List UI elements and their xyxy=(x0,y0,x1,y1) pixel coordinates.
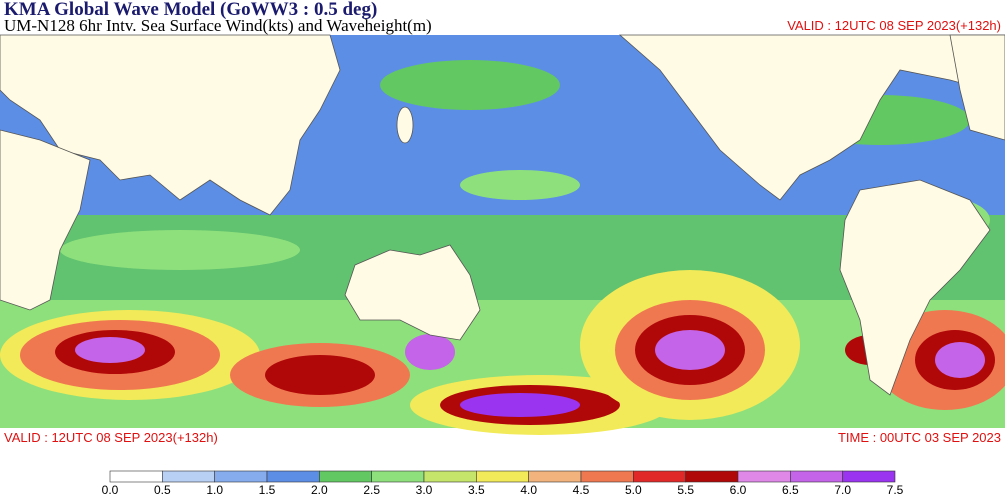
colorbar-box xyxy=(371,470,425,483)
colorbar-box xyxy=(580,470,634,483)
map xyxy=(0,34,1005,435)
colorbar-label: 0.0 xyxy=(102,483,119,496)
colorbar-box xyxy=(476,470,529,483)
colorbar-label: 1.5 xyxy=(259,483,276,496)
colorbar-label: 6.0 xyxy=(730,483,747,496)
valid-top: VALID : 12UTC 08 SEP 2023(+132h) xyxy=(787,18,1001,33)
colorbar-box xyxy=(109,470,163,483)
colorbar-label: 5.5 xyxy=(677,483,694,496)
subtitle: UM-N128 6hr Intv. Sea Surface Wind(kts) … xyxy=(4,16,432,35)
colorbar-box xyxy=(685,470,739,483)
colorbar-label: 1.0 xyxy=(206,483,223,496)
colorbar-label: 4.5 xyxy=(573,483,590,496)
colorbar-box xyxy=(528,470,582,483)
colorbar-box xyxy=(266,470,320,483)
colorbar-label: 4.0 xyxy=(520,483,537,496)
colorbar-label: 7.0 xyxy=(834,483,851,496)
colorbar-label: 3.5 xyxy=(468,483,485,496)
colorbar-label: 6.5 xyxy=(782,483,799,496)
colorbar-label: 0.5 xyxy=(154,483,171,496)
title: KMA Global Wave Model (GoWW3 : 0.5 deg) xyxy=(4,0,377,20)
init-time: TIME : 00UTC 03 SEP 2023 xyxy=(838,430,1001,445)
colorbar-box xyxy=(842,470,896,483)
colorbar-box xyxy=(162,470,215,483)
colorbar-label: 2.0 xyxy=(311,483,328,496)
colorbar-box xyxy=(319,470,372,483)
colorbar-box xyxy=(423,470,477,483)
colorbar-label: 5.0 xyxy=(625,483,642,496)
colorbar-label: 3.0 xyxy=(416,483,433,496)
colorbar-box xyxy=(633,470,686,483)
colorbar-label: 7.5 xyxy=(887,483,904,496)
colorbar: 0.0 0.5 1.0 1.5 2.0 2.5 3.0 3.5 4.0 4.5 5.0 5.5 6.0 6… xyxy=(102,470,904,496)
colorbar-box xyxy=(790,470,843,483)
colorbar-label: 2.5 xyxy=(363,483,380,496)
colorbar-box xyxy=(737,470,791,483)
valid-bottom: VALID : 12UTC 08 SEP 2023(+132h) xyxy=(4,430,218,445)
colorbar-box xyxy=(214,470,268,483)
